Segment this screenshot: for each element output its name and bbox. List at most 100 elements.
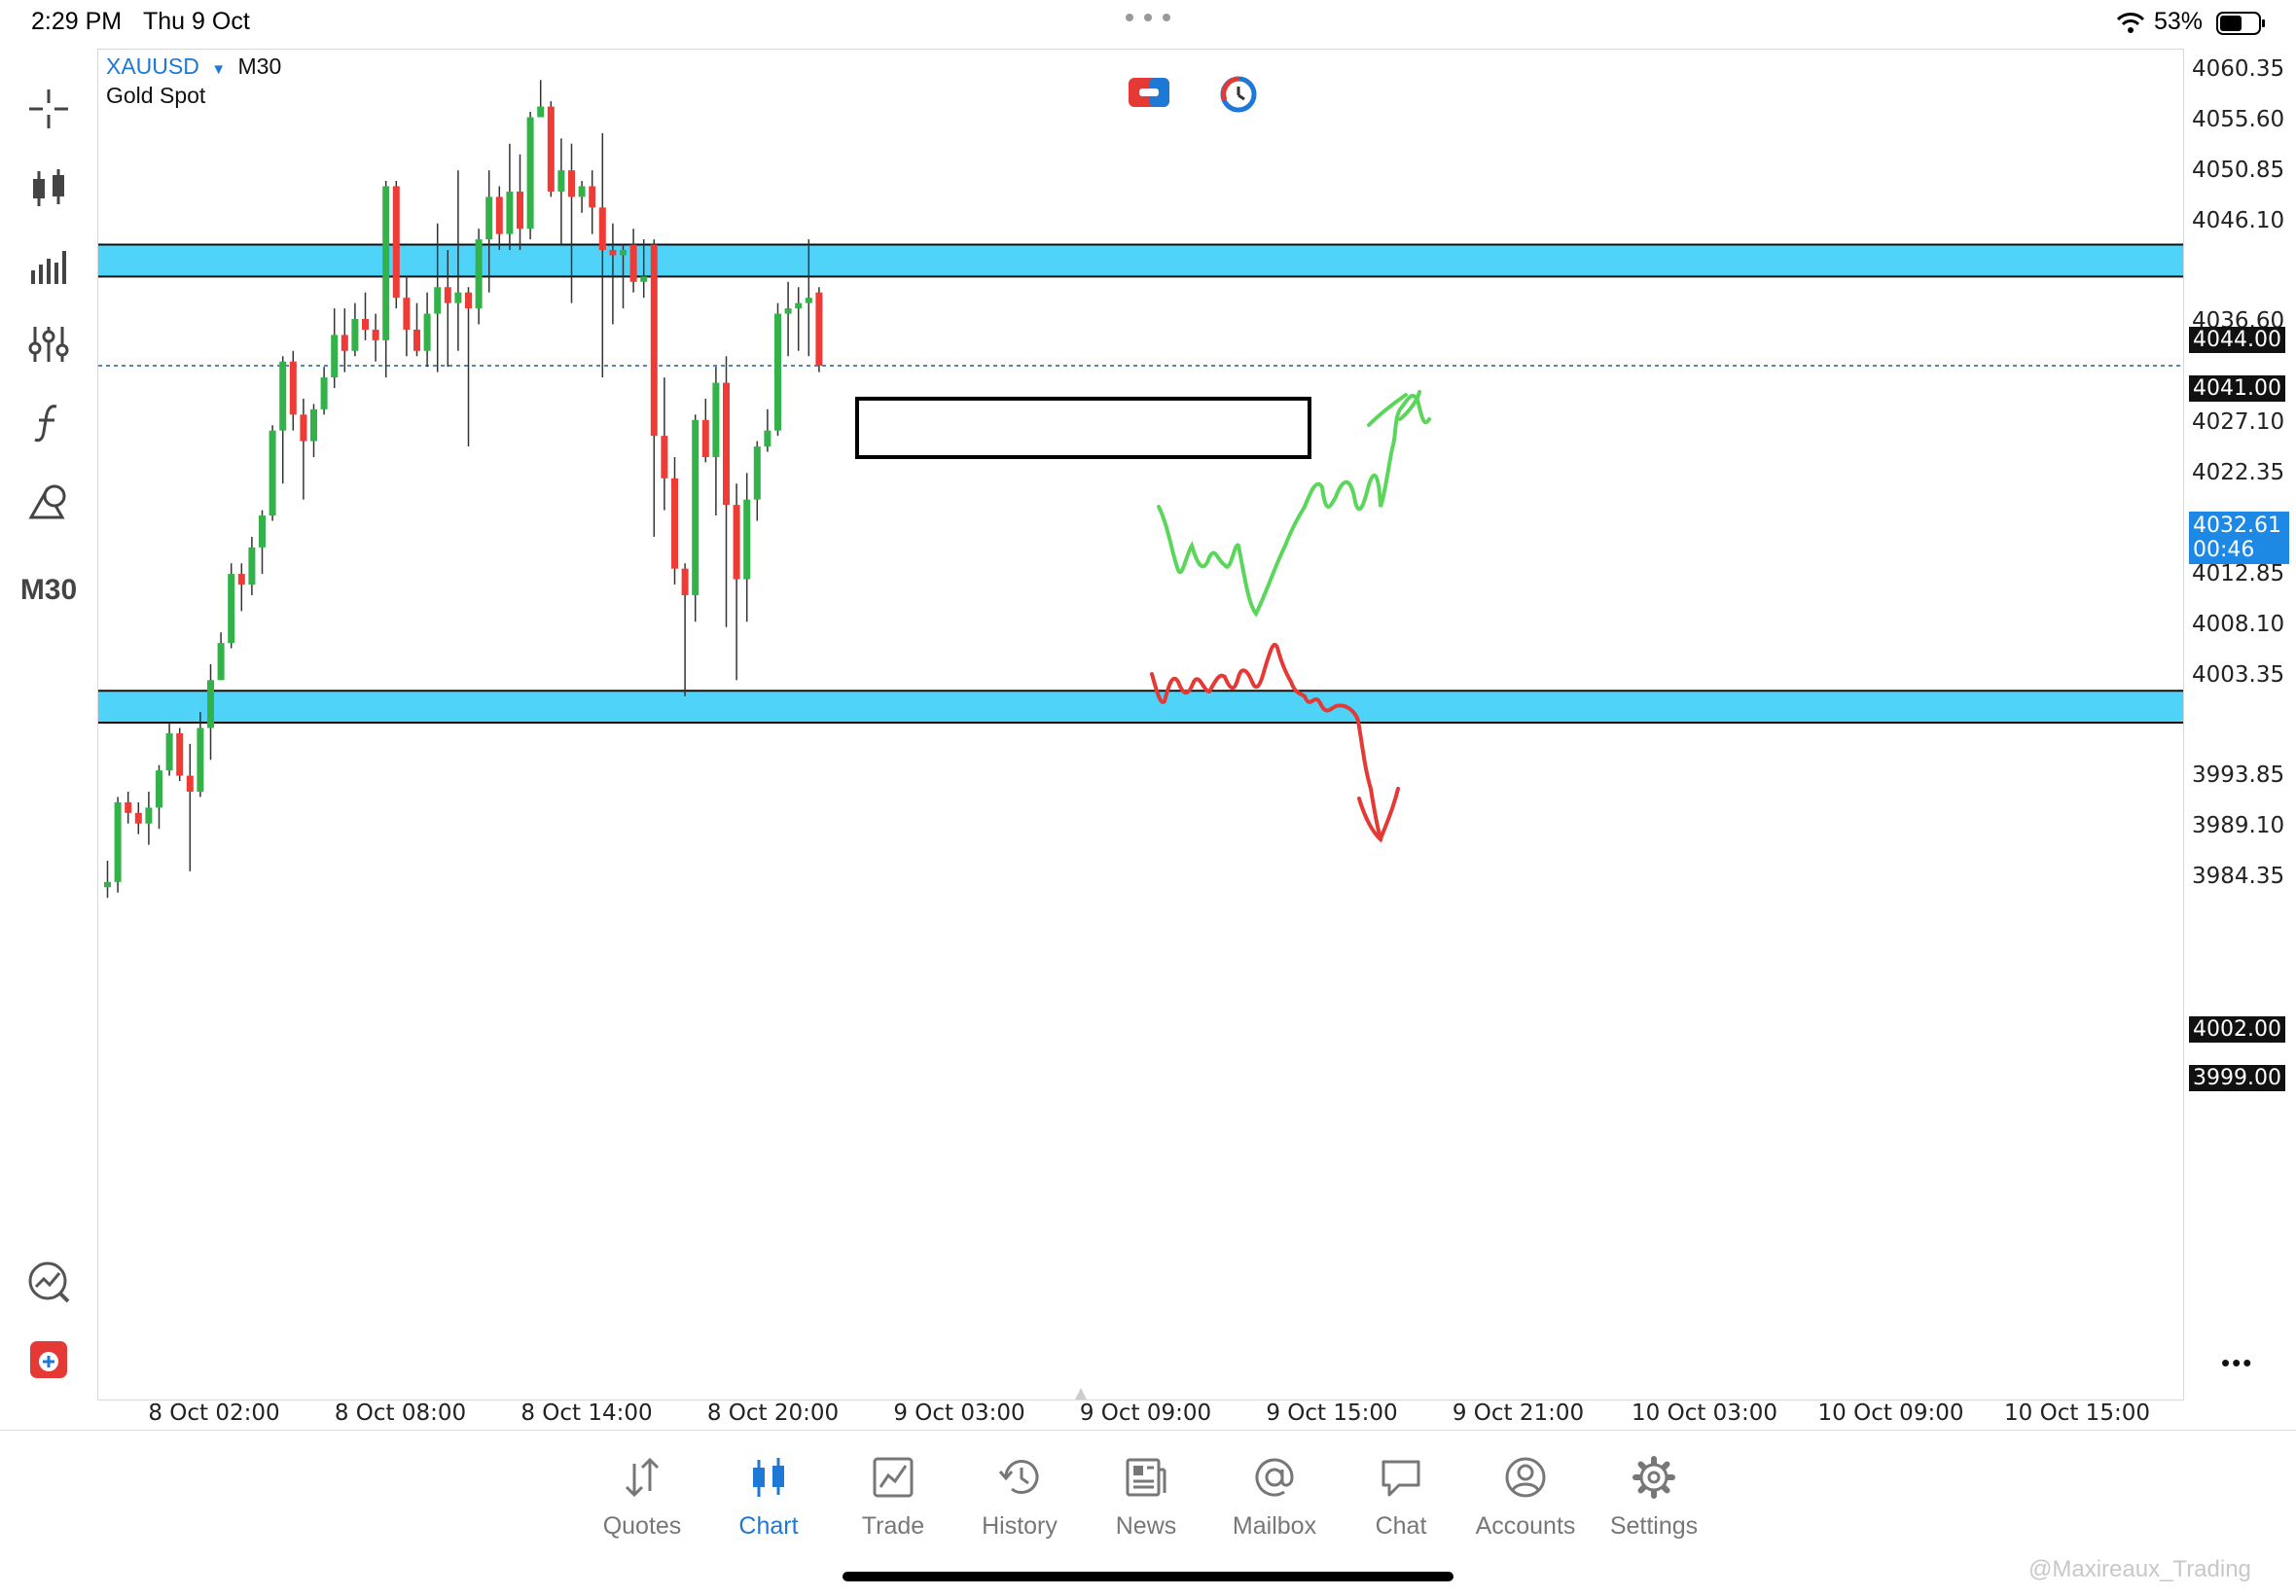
bullish-candle-body	[269, 430, 276, 516]
bearish-candle-body	[444, 287, 451, 303]
more-menu-icon[interactable]: •••	[2221, 1348, 2254, 1377]
nav-chart[interactable]: Chart	[710, 1450, 827, 1541]
bearish-scenario-path	[1150, 642, 1382, 841]
bullish-candle-body	[764, 430, 771, 447]
price-tick-label: 4046.10	[2192, 207, 2285, 233]
candle	[403, 276, 411, 357]
candle	[289, 350, 297, 431]
indicators-icon[interactable]	[21, 317, 76, 372]
time-tick-label: 9 Oct 15:00	[1266, 1401, 1398, 1426]
status-time: 2:29 PM	[31, 8, 123, 35]
candle	[578, 181, 586, 213]
bottom-nav: Quotes Chart Trade History News Mailbox …	[0, 1430, 2296, 1596]
candle	[743, 473, 751, 622]
candle	[795, 287, 803, 351]
candle	[434, 223, 442, 372]
time-tick-label: 9 Oct 03:00	[893, 1401, 1025, 1426]
battery-percent: 53%	[2154, 8, 2204, 35]
bullish-candle-body	[506, 191, 514, 234]
price-tick-label: 4022.35	[2192, 460, 2285, 485]
bullish-candle-body	[156, 770, 162, 808]
candle	[331, 308, 339, 388]
bearish-candle-body	[341, 335, 348, 351]
sr-zone	[98, 691, 2183, 724]
nav-mailbox[interactable]: Mailbox	[1216, 1450, 1333, 1541]
bearish-arrow-head	[1357, 787, 1400, 843]
bullish-arrow-head	[1367, 390, 1421, 427]
nav-history[interactable]: History	[961, 1450, 1078, 1541]
nav-accounts[interactable]: Accounts	[1467, 1450, 1584, 1541]
home-indicator	[843, 1572, 1453, 1581]
depth-of-market-icon[interactable]	[1219, 75, 1258, 119]
candle	[681, 563, 689, 696]
more-dots-icon[interactable]	[1124, 10, 1172, 30]
candle	[423, 292, 431, 368]
price-chart[interactable]	[98, 50, 2184, 1401]
bullish-candle-body	[692, 419, 700, 595]
time-tick-label: 8 Oct 20:00	[706, 1401, 840, 1426]
chart-area[interactable]: XAUUSD ▼ M30 Gold Spot	[97, 49, 2184, 1401]
nav-news[interactable]: News	[1088, 1450, 1204, 1541]
timeframe-button[interactable]: M30	[19, 574, 78, 606]
candle	[176, 727, 184, 782]
bearish-candle-body	[237, 574, 245, 585]
bearish-candle-body	[413, 329, 420, 351]
bearish-candle-body	[723, 382, 730, 506]
bullish-candle-body	[259, 515, 266, 548]
candle	[784, 281, 792, 357]
chart-icon	[710, 1450, 827, 1505]
candle	[671, 456, 678, 585]
crosshair-icon[interactable]	[21, 82, 76, 136]
current-price-label: 4032.61 00:46	[2189, 512, 2289, 564]
dropdown-caret-icon[interactable]: ▼	[211, 61, 227, 78]
candle	[310, 404, 317, 457]
one-click-trading-icon[interactable]	[1128, 77, 1170, 113]
bar-chart-icon[interactable]	[21, 239, 76, 294]
candle	[495, 186, 503, 251]
bullish-candle-body	[434, 287, 442, 314]
candlestick-icon[interactable]	[21, 161, 76, 216]
bullish-candle-body	[753, 446, 761, 500]
time-axis: 8 Oct 02:00 8 Oct 08:00 8 Oct 14:00 8 Oct 2…	[97, 1401, 2184, 1430]
candle	[351, 302, 359, 357]
price-tick-label: 4027.10	[2192, 409, 2285, 436]
objects-icon[interactable]	[21, 473, 76, 527]
candle	[629, 229, 637, 293]
bullish-candle-body	[114, 801, 122, 882]
nav-quotes[interactable]: Quotes	[584, 1450, 700, 1541]
price-tick-label: 4055.60	[2192, 106, 2285, 132]
bearish-candle-body	[372, 329, 379, 340]
candle	[228, 563, 235, 649]
candle	[300, 398, 307, 500]
price-tick-label: 4012.85	[2192, 560, 2285, 586]
bearish-candle-body	[125, 801, 132, 813]
zone-label-3999: 3999.00	[2189, 1065, 2285, 1091]
candle	[598, 132, 606, 378]
bullish-candle-body	[197, 727, 204, 792]
nav-chat[interactable]: Chat	[1343, 1450, 1459, 1541]
bullish-candle-body	[165, 732, 173, 771]
status-date: Thu 9 Oct	[143, 8, 250, 35]
candle	[537, 80, 545, 118]
function-icon[interactable]	[21, 395, 76, 449]
candle	[320, 367, 328, 415]
bullish-candle-body	[454, 292, 462, 303]
bullish-candle-body	[104, 881, 111, 888]
battery-icon	[2216, 12, 2267, 40]
bearish-candle-body	[650, 244, 658, 437]
candle	[248, 536, 256, 595]
bullish-candle-body	[795, 302, 803, 309]
symbol-header[interactable]: XAUUSD ▼ M30	[106, 53, 281, 80]
bearish-candle-body	[589, 186, 596, 208]
candle	[382, 181, 390, 378]
chat-icon	[1343, 1450, 1459, 1505]
nav-settings[interactable]: Settings	[1596, 1450, 1712, 1541]
price-axis: 4060.35 4055.60 4050.85 4046.10 4036.60 4027.…	[2184, 49, 2296, 1401]
search-chart-icon[interactable]	[21, 1255, 76, 1309]
nav-trade[interactable]: Trade	[835, 1450, 951, 1541]
bearish-candle-body	[681, 568, 689, 595]
nav-quotes-label: Quotes	[602, 1512, 682, 1540]
add-chart-icon[interactable]	[21, 1332, 76, 1387]
candle	[465, 287, 472, 447]
bearish-candle-body	[495, 196, 503, 234]
